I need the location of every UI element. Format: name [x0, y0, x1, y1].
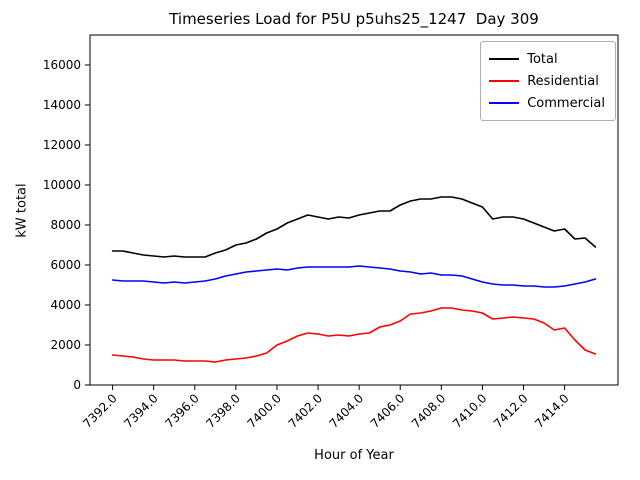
x-tick-label: 7404.0	[327, 391, 367, 431]
series-line-residential	[111, 307, 597, 363]
y-tick-label: 6000	[50, 258, 81, 272]
x-tick-label: 7402.0	[286, 391, 326, 431]
x-tick-label: 7396.0	[162, 391, 202, 431]
chart-title: Timeseries Load for P5U p5uhs25_1247 Day…	[169, 10, 539, 28]
legend-label: Residential	[527, 73, 599, 89]
x-tick-label: 7394.0	[121, 391, 161, 431]
legend-entry-commercial: Commercial	[489, 92, 605, 114]
legend-entry-residential: Residential	[489, 70, 605, 92]
x-tick-label: 7412.0	[491, 391, 531, 431]
legend-line-sample	[489, 80, 520, 82]
x-tick-label: 7408.0	[409, 391, 449, 431]
series-line-total	[111, 196, 597, 258]
legend-line-sample	[489, 102, 520, 104]
x-tick-label: 7406.0	[368, 391, 408, 431]
legend-label: Commercial	[527, 95, 605, 111]
y-tick-label: 14000	[43, 98, 81, 112]
y-tick-label: 12000	[43, 138, 81, 152]
y-tick-label: 8000	[50, 218, 81, 232]
x-tick-label: 7414.0	[532, 391, 572, 431]
x-tick-label: 7398.0	[203, 391, 243, 431]
x-tick-label: 7400.0	[244, 391, 284, 431]
y-tick-label: 16000	[43, 58, 81, 72]
legend: Total Residential Commercial	[480, 41, 616, 121]
x-axis-label: Hour of Year	[314, 448, 394, 463]
y-axis-label: kW total	[14, 183, 30, 238]
x-tick-label: 7392.0	[80, 391, 120, 431]
legend-line-sample	[489, 58, 520, 60]
series-line-commercial	[111, 265, 597, 288]
y-tick-label: 4000	[50, 298, 81, 312]
x-tick-label: 7410.0	[450, 391, 490, 431]
legend-entry-total: Total	[489, 48, 605, 70]
y-tick-label: 10000	[43, 178, 81, 192]
legend-label: Total	[527, 51, 558, 67]
y-tick-label: 0	[73, 378, 81, 392]
y-tick-label: 2000	[50, 338, 81, 352]
